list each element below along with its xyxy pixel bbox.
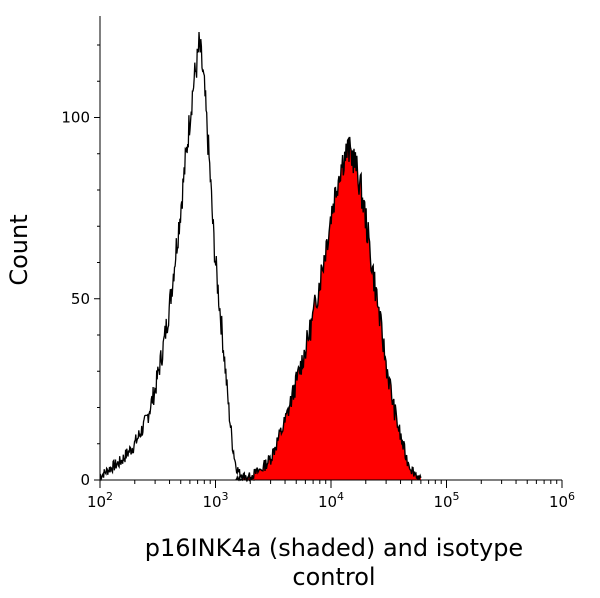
y-axis-title: Count [5, 214, 33, 285]
x-tick-label: 104 [318, 490, 344, 511]
series-p16INK4a-outline [235, 136, 422, 483]
x-tick-label: 106 [549, 490, 575, 511]
y-tick-label: 50 [71, 290, 90, 308]
series-isotype-line [99, 31, 255, 483]
x-tick-label: 102 [87, 490, 113, 511]
plot-area [99, 31, 422, 483]
x-axis-title-line2: control [292, 563, 375, 591]
axes: 102 103 104 105 106 0 50 100 [61, 16, 575, 511]
x-tick-label: 103 [202, 490, 228, 511]
series-p16INK4a-fill [235, 136, 421, 480]
y-tick-label: 100 [61, 109, 90, 127]
y-tick-label: 0 [80, 471, 90, 489]
x-axis-title-line1: p16INK4a (shaded) and isotype [145, 534, 523, 562]
x-tick-label: 105 [433, 490, 459, 511]
